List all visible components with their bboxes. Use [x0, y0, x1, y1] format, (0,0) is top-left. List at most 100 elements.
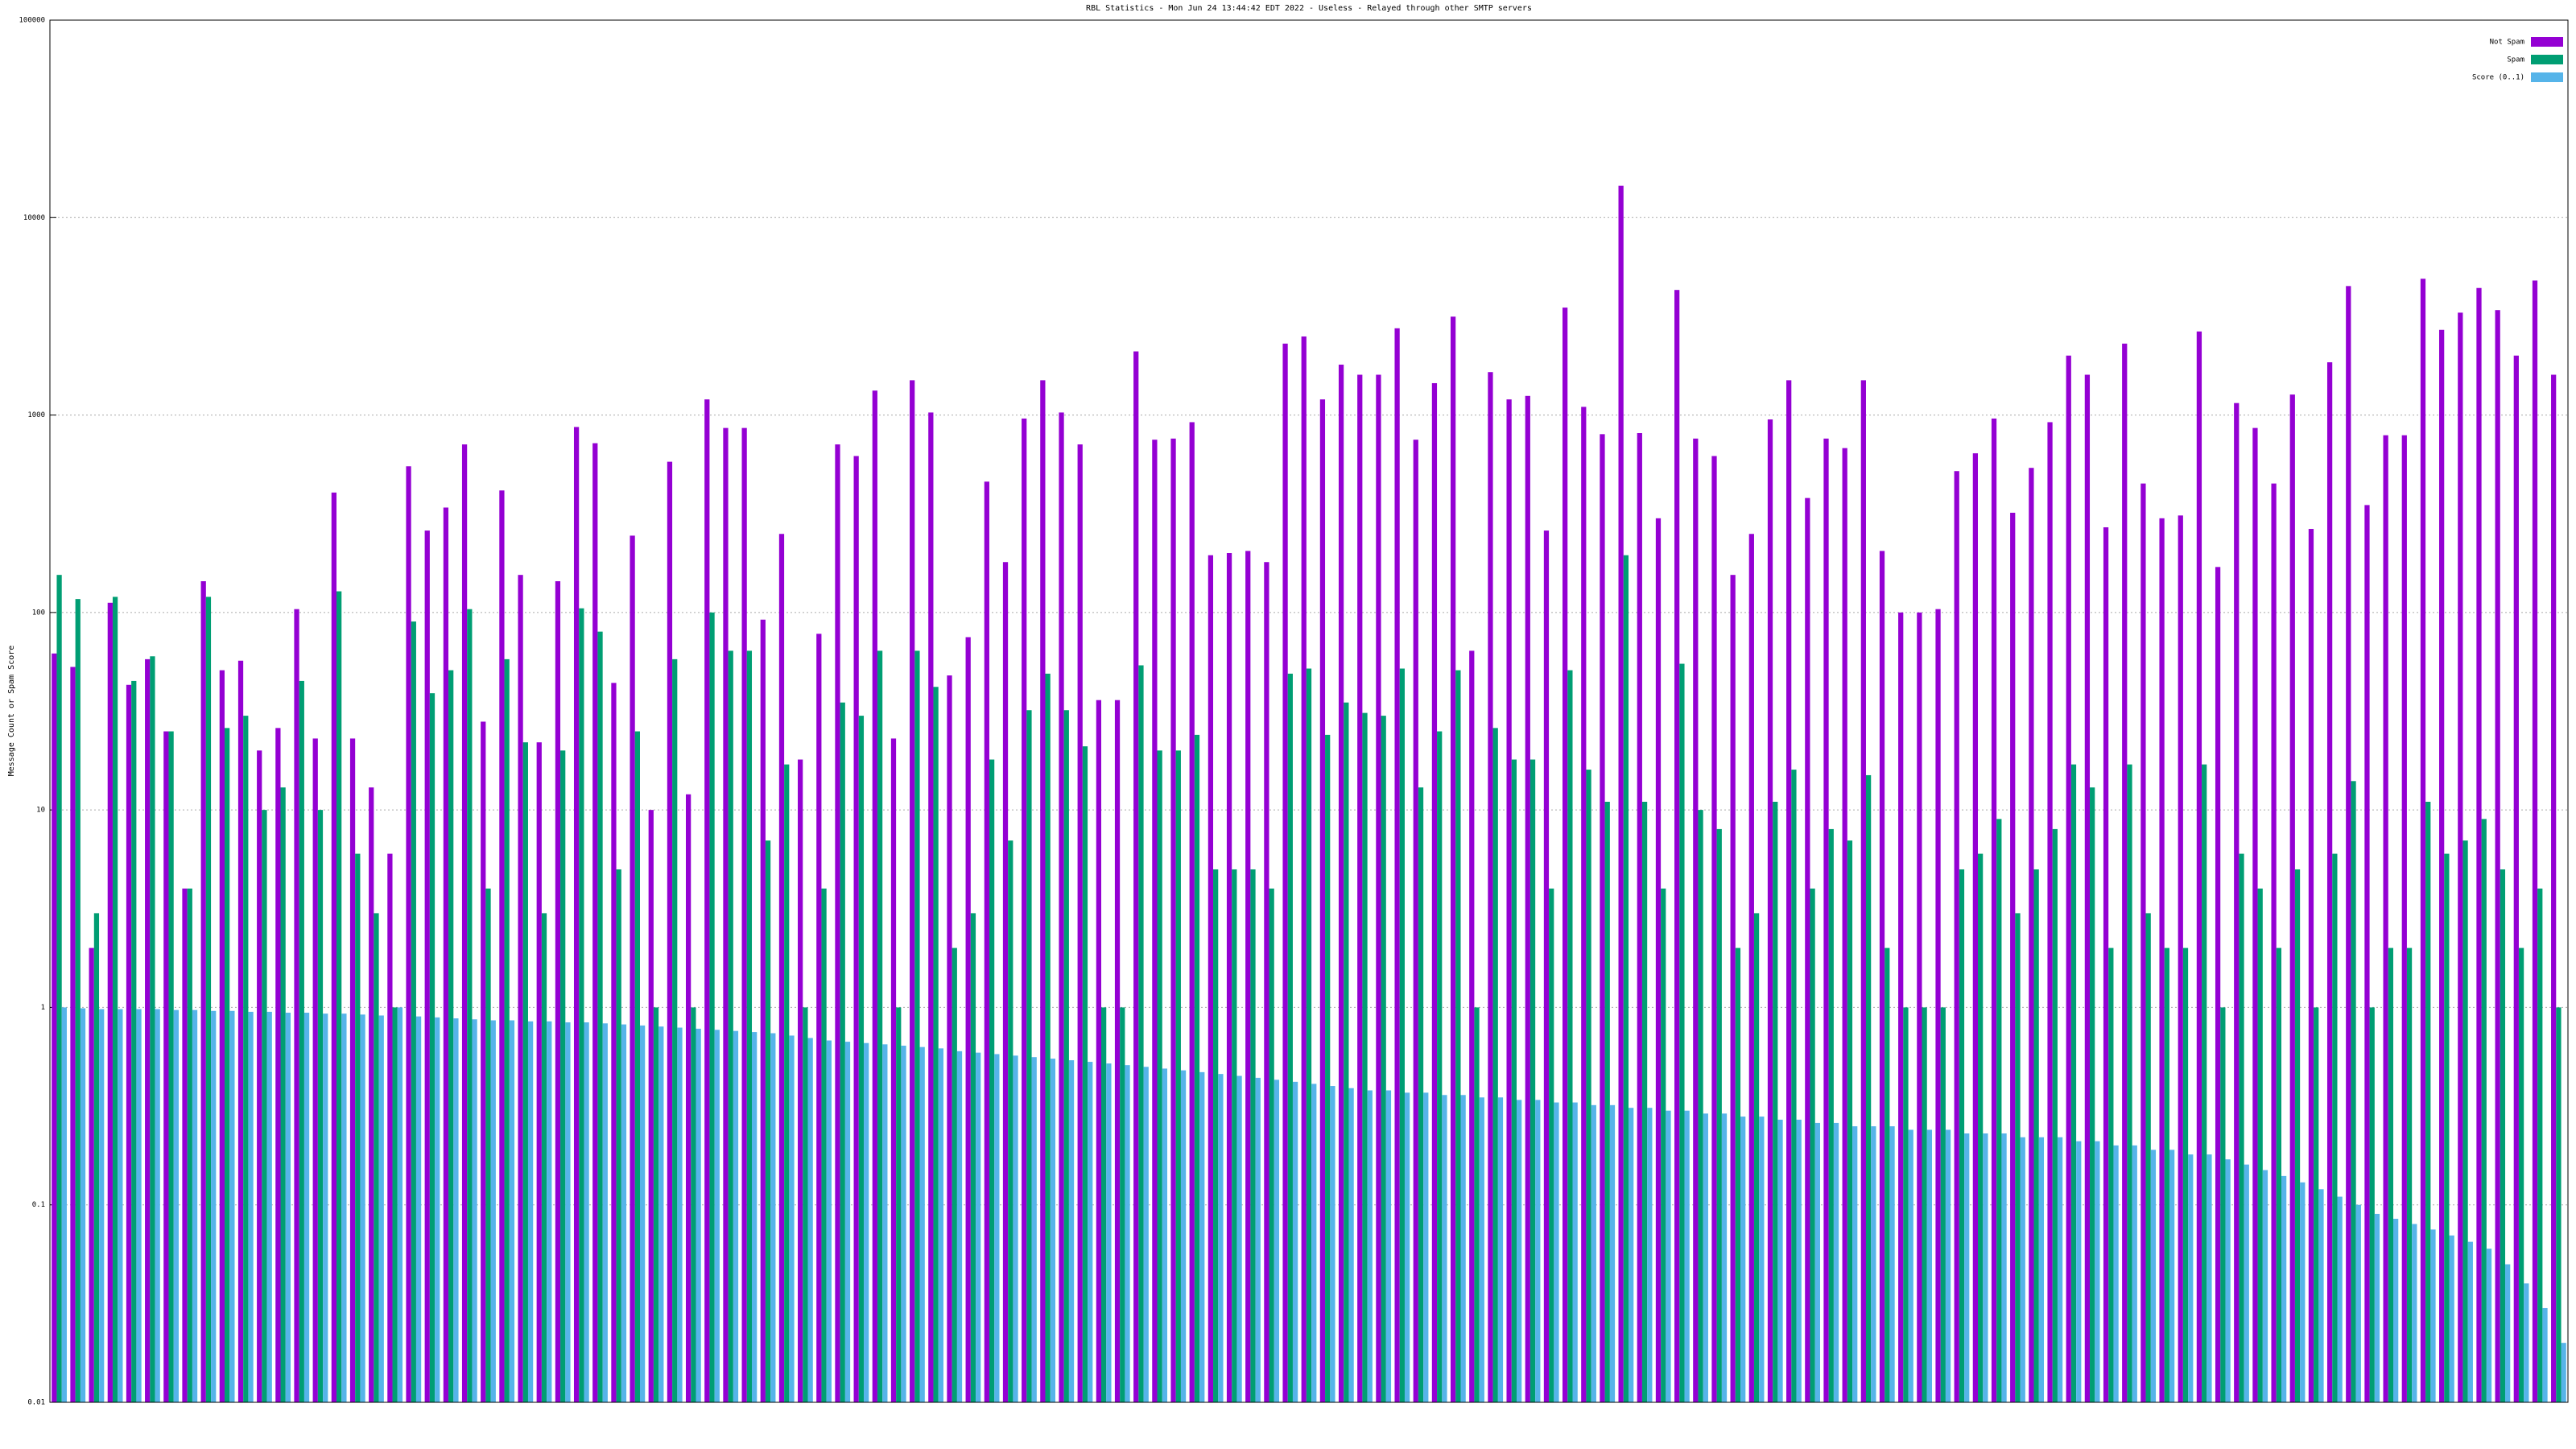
- bar: [1157, 750, 1162, 1402]
- bar: [2239, 853, 2244, 1402]
- bar: [1059, 412, 1064, 1403]
- bar: [1423, 1092, 1429, 1402]
- bar: [415, 1016, 422, 1402]
- bar: [658, 1026, 664, 1402]
- bar: [1945, 1129, 1951, 1402]
- bar: [1292, 1081, 1298, 1402]
- bar: [611, 683, 617, 1402]
- bar: [2202, 764, 2207, 1402]
- bar: [1413, 440, 1418, 1403]
- bar: [1871, 1126, 1876, 1402]
- legend-swatch: [2531, 37, 2563, 47]
- bar: [2225, 1159, 2231, 1402]
- bar: [2314, 1007, 2319, 1402]
- bar: [75, 599, 80, 1402]
- bar: [602, 1023, 608, 1402]
- bar: [1908, 1129, 1913, 1402]
- bar: [224, 728, 230, 1402]
- bar: [714, 1030, 720, 1402]
- bar: [2234, 402, 2240, 1402]
- bar: [453, 1018, 459, 1402]
- bar: [1143, 1067, 1149, 1402]
- bar: [746, 650, 753, 1402]
- bar: [2439, 329, 2445, 1403]
- bar: [648, 810, 654, 1402]
- bar: [2481, 819, 2487, 1402]
- legend-swatch: [2531, 55, 2563, 64]
- bar: [536, 742, 542, 1402]
- bar: [266, 1011, 272, 1402]
- bar: [472, 1019, 477, 1402]
- bar: [1152, 440, 1158, 1403]
- bar: [2164, 947, 2169, 1402]
- bar: [2108, 947, 2114, 1402]
- bar: [1773, 801, 1778, 1402]
- bar: [672, 658, 678, 1402]
- bar: [2033, 869, 2039, 1402]
- bar: [303, 1013, 310, 1402]
- bar: [1287, 673, 1293, 1402]
- bar: [1120, 1007, 1125, 1402]
- bar: [1050, 1059, 1055, 1402]
- bar: [435, 1017, 440, 1402]
- bar: [467, 609, 473, 1402]
- y-tick-label: 1: [41, 1004, 45, 1012]
- bar: [1860, 380, 1866, 1402]
- bar: [844, 1042, 851, 1402]
- bar: [1983, 1133, 1988, 1402]
- bar: [2425, 801, 2431, 1402]
- bar: [1767, 419, 1773, 1402]
- bar: [173, 1009, 179, 1402]
- bar: [1842, 448, 1847, 1403]
- bar: [155, 1009, 160, 1402]
- bar: [803, 1007, 808, 1402]
- bar: [2145, 913, 2151, 1402]
- bar: [1226, 553, 1232, 1402]
- bar: [1730, 575, 1736, 1402]
- bar: [349, 738, 356, 1402]
- bar: [579, 608, 584, 1402]
- bar: [229, 1010, 235, 1402]
- bar: [1460, 1095, 1466, 1402]
- bar: [1068, 1060, 1075, 1402]
- bar: [789, 1035, 795, 1402]
- bar: [704, 399, 710, 1402]
- bar: [205, 597, 212, 1402]
- bar: [2300, 1182, 2306, 1402]
- bar: [2057, 1137, 2063, 1402]
- bar: [1740, 1117, 1746, 1402]
- bar: [2449, 1235, 2454, 1402]
- bar: [280, 787, 286, 1402]
- bar: [2369, 1007, 2375, 1402]
- bar: [970, 913, 976, 1402]
- legend-swatch: [2531, 72, 2563, 82]
- bar: [2244, 1164, 2249, 1402]
- bar: [1567, 670, 1573, 1402]
- bar: [1655, 518, 1662, 1402]
- bar: [1492, 728, 1498, 1402]
- bar: [2495, 310, 2500, 1402]
- bar: [1814, 1122, 1820, 1402]
- bar: [429, 693, 436, 1402]
- bar: [294, 609, 299, 1402]
- bar: [1666, 1110, 1671, 1402]
- bar: [1245, 551, 1251, 1402]
- bar: [2351, 781, 2356, 1402]
- bar: [1530, 759, 1536, 1402]
- bar: [150, 656, 155, 1402]
- y-tick-label: 0.01: [27, 1399, 45, 1407]
- bar: [765, 840, 771, 1402]
- bar: [1077, 444, 1083, 1402]
- bar: [1604, 801, 1610, 1402]
- bar: [323, 1013, 328, 1402]
- bar: [2215, 567, 2221, 1402]
- bar: [621, 1024, 627, 1402]
- bar: [424, 530, 430, 1403]
- bar: [573, 427, 580, 1402]
- bar: [2257, 888, 2263, 1402]
- bar: [490, 1020, 496, 1402]
- bar: [2476, 287, 2482, 1402]
- bar: [1469, 650, 1475, 1402]
- bar: [1301, 336, 1307, 1403]
